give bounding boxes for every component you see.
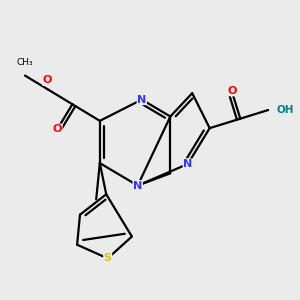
Text: O: O <box>227 86 236 96</box>
Text: O: O <box>52 124 62 134</box>
Text: N: N <box>133 181 142 190</box>
Text: O: O <box>43 75 52 85</box>
Text: CH₃: CH₃ <box>17 58 33 67</box>
Text: N: N <box>137 94 146 105</box>
Text: OH: OH <box>277 105 294 115</box>
Text: N: N <box>183 159 192 169</box>
Text: S: S <box>104 254 112 263</box>
